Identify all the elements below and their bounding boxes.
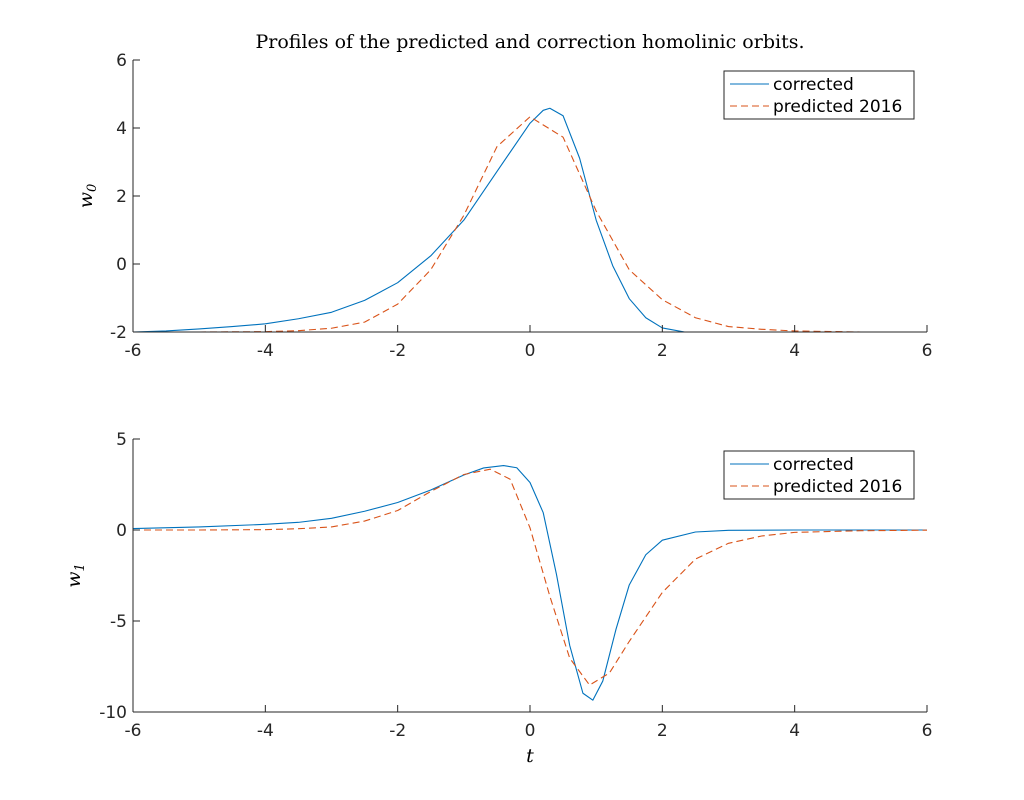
legend-box xyxy=(723,450,915,500)
legend-label: predicted 2016 xyxy=(773,97,902,117)
y-tick-label: -5 xyxy=(110,612,127,632)
x-tick-label: 6 xyxy=(922,721,933,741)
x-tick-label: -2 xyxy=(389,721,406,741)
x-axis-label: t xyxy=(526,745,534,767)
series-line-corrected xyxy=(133,465,927,701)
legend-label: corrected xyxy=(773,75,854,95)
x-tick-label: 4 xyxy=(789,341,800,361)
y-tick-label: 0 xyxy=(116,521,127,541)
figure-title: Profiles of the predicted and correction… xyxy=(256,31,805,53)
series-line-corrected xyxy=(133,107,688,332)
series-line-predicted-2016 xyxy=(133,468,927,686)
x-tick-label: 4 xyxy=(789,721,800,741)
x-tick-label: 2 xyxy=(657,341,668,361)
y-tick-label: 6 xyxy=(116,51,127,71)
x-tick-label: 0 xyxy=(525,721,536,741)
x-tick-label: -2 xyxy=(389,341,406,361)
legend-label: corrected xyxy=(773,455,854,475)
y-tick-label: 5 xyxy=(116,430,127,450)
y-tick-label: 4 xyxy=(116,119,127,139)
x-tick-label: -6 xyxy=(125,341,142,361)
legend-box xyxy=(723,70,915,120)
y-tick-label: 0 xyxy=(116,255,127,275)
x-tick-label: 0 xyxy=(525,341,536,361)
x-tick-label: -4 xyxy=(257,341,274,361)
y-tick-label: -10 xyxy=(99,703,127,723)
y-axis-label: w1 xyxy=(63,563,88,588)
x-tick-label: -4 xyxy=(257,721,274,741)
x-tick-label: 2 xyxy=(657,721,668,741)
y-tick-label: 2 xyxy=(116,187,127,207)
x-tick-label: -6 xyxy=(125,721,142,741)
x-tick-label: 6 xyxy=(922,341,933,361)
series-line-predicted-2016 xyxy=(133,116,927,332)
legend-label: predicted 2016 xyxy=(773,477,902,497)
y-axis-label: w0 xyxy=(75,184,100,209)
y-tick-label: -2 xyxy=(110,323,127,343)
